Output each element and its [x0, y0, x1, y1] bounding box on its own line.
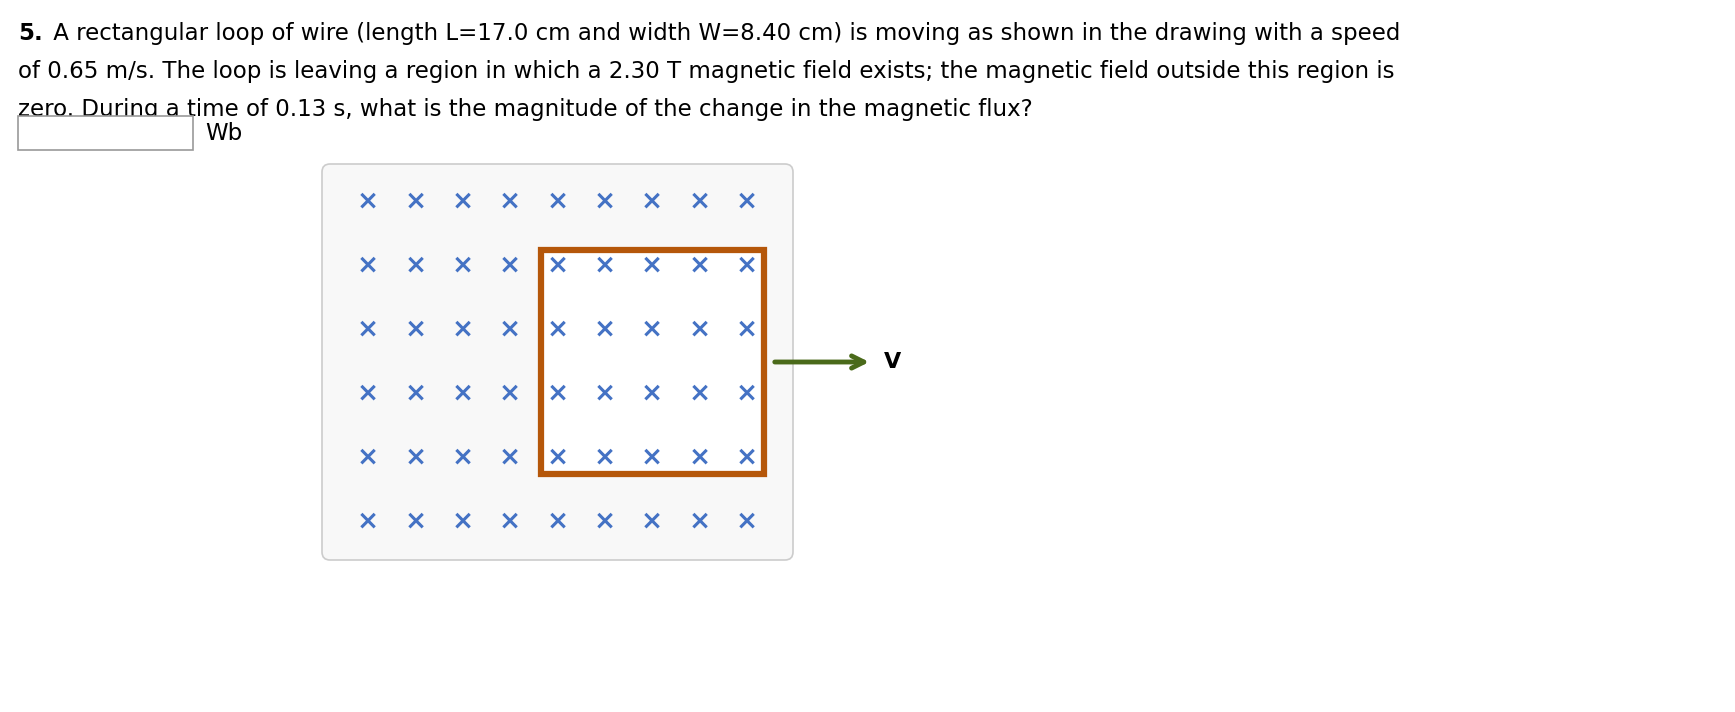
Text: ×: ×: [357, 317, 378, 343]
Text: ×: ×: [689, 317, 711, 343]
Text: ×: ×: [593, 253, 616, 279]
Text: ×: ×: [593, 317, 616, 343]
Text: ×: ×: [642, 381, 663, 407]
Text: ×: ×: [404, 445, 427, 471]
Text: ×: ×: [451, 253, 474, 279]
Text: ×: ×: [736, 445, 758, 471]
Text: ×: ×: [500, 381, 520, 407]
Text: ×: ×: [500, 445, 520, 471]
Text: ×: ×: [736, 317, 758, 343]
Text: V: V: [885, 352, 900, 372]
Text: ×: ×: [689, 189, 711, 215]
Text: ×: ×: [642, 253, 663, 279]
Text: ×: ×: [642, 317, 663, 343]
Text: ×: ×: [404, 253, 427, 279]
Text: ×: ×: [500, 509, 520, 535]
Text: ×: ×: [736, 381, 758, 407]
Text: ×: ×: [642, 445, 663, 471]
Text: Wb: Wb: [205, 122, 243, 145]
Text: ×: ×: [357, 381, 378, 407]
Text: ×: ×: [689, 381, 711, 407]
Text: ×: ×: [593, 445, 616, 471]
Text: ×: ×: [593, 509, 616, 535]
Text: ×: ×: [689, 381, 711, 407]
Text: ×: ×: [689, 509, 711, 535]
Text: ×: ×: [547, 445, 569, 471]
Text: ×: ×: [642, 445, 663, 471]
Text: ×: ×: [451, 509, 474, 535]
Text: of 0.65 m/s. The loop is leaving a region in which a 2.30 T magnetic field exist: of 0.65 m/s. The loop is leaving a regio…: [17, 60, 1395, 83]
Text: ×: ×: [642, 317, 663, 343]
Text: ×: ×: [451, 445, 474, 471]
Text: ×: ×: [404, 509, 427, 535]
Bar: [17, 116, 193, 150]
Text: ×: ×: [547, 253, 569, 279]
Text: ×: ×: [736, 189, 758, 215]
Text: ×: ×: [689, 317, 711, 343]
Text: A rectangular loop of wire (length L=17.0 cm and width W=8.40 cm) is moving as s: A rectangular loop of wire (length L=17.…: [47, 22, 1400, 45]
Text: ×: ×: [689, 445, 711, 471]
Text: ×: ×: [357, 253, 378, 279]
Text: ×: ×: [736, 445, 758, 471]
Text: ×: ×: [736, 253, 758, 279]
Text: ×: ×: [357, 189, 378, 215]
Text: ×: ×: [593, 253, 616, 279]
Text: ×: ×: [736, 509, 758, 535]
Text: ×: ×: [736, 381, 758, 407]
Text: ×: ×: [547, 381, 569, 407]
Text: ×: ×: [689, 253, 711, 279]
Text: ×: ×: [547, 509, 569, 535]
Text: ×: ×: [593, 189, 616, 215]
Text: ×: ×: [547, 317, 569, 343]
Text: ×: ×: [736, 253, 758, 279]
Text: ×: ×: [500, 317, 520, 343]
Text: ×: ×: [404, 189, 427, 215]
Text: ×: ×: [642, 189, 663, 215]
Text: ×: ×: [593, 381, 616, 407]
Text: ×: ×: [642, 381, 663, 407]
Text: ×: ×: [593, 317, 616, 343]
Text: ×: ×: [736, 317, 758, 343]
Text: ×: ×: [547, 445, 569, 471]
Text: zero. During a time of 0.13 s, what is the magnitude of the change in the magnet: zero. During a time of 0.13 s, what is t…: [17, 98, 1032, 121]
Text: ×: ×: [547, 253, 569, 279]
Text: ×: ×: [547, 381, 569, 407]
Text: ×: ×: [547, 189, 569, 215]
Text: ×: ×: [357, 509, 378, 535]
Text: ×: ×: [642, 253, 663, 279]
Text: ×: ×: [404, 381, 427, 407]
FancyBboxPatch shape: [323, 164, 793, 560]
Text: ×: ×: [451, 381, 474, 407]
Text: ×: ×: [689, 253, 711, 279]
Text: ×: ×: [451, 189, 474, 215]
Text: ×: ×: [642, 509, 663, 535]
Text: ×: ×: [689, 445, 711, 471]
Text: ×: ×: [357, 445, 378, 471]
Text: ×: ×: [593, 381, 616, 407]
Bar: [541, 250, 763, 474]
Text: ×: ×: [500, 253, 520, 279]
Text: ×: ×: [593, 445, 616, 471]
Text: 5.: 5.: [17, 22, 43, 45]
Text: ×: ×: [451, 317, 474, 343]
Text: ×: ×: [404, 317, 427, 343]
Text: ×: ×: [500, 189, 520, 215]
Text: ×: ×: [547, 317, 569, 343]
